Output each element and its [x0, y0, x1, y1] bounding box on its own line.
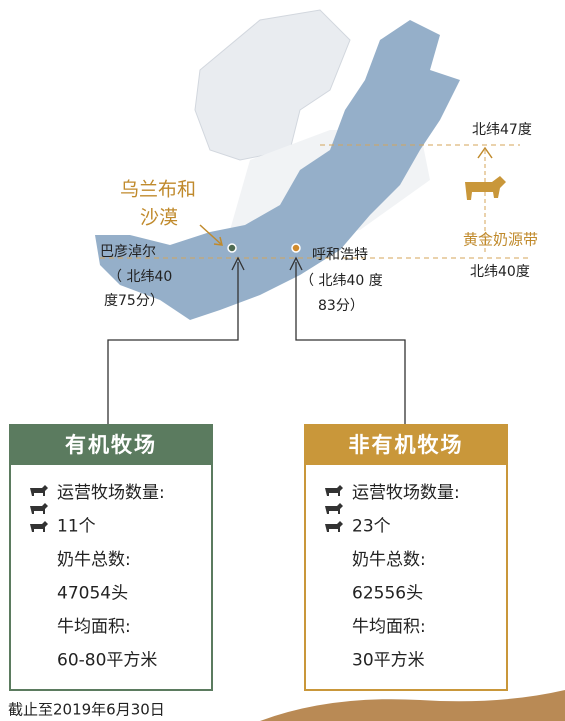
box-line: 运营牧场数量:	[352, 483, 460, 503]
box-line: 运营牧场数量:	[57, 483, 165, 503]
belt-label: 黄金奶源带	[463, 231, 538, 249]
box-line: 60-80平方米	[57, 651, 157, 671]
box-line: 奶牛总数:	[352, 550, 426, 570]
box-line: 11个	[57, 517, 96, 537]
latitude-label: 北纬40度	[470, 264, 530, 280]
latitude-label: 北纬47度	[472, 122, 532, 138]
desert-label: 乌兰布和	[120, 179, 196, 201]
arrow-head	[477, 146, 493, 159]
desert-arrow	[199, 224, 223, 246]
box-line: 62556头	[352, 584, 423, 604]
box-line: 23个	[352, 517, 391, 537]
box-line: 牛均面积:	[57, 617, 131, 637]
city-dot	[227, 243, 237, 253]
desert-label: 沙漠	[140, 207, 178, 229]
box-line: 47054头	[57, 584, 128, 604]
city-dot	[291, 243, 301, 253]
dune	[260, 690, 565, 721]
cow-icon	[30, 521, 48, 532]
box-frame	[9, 424, 213, 691]
arrow-head	[289, 256, 303, 271]
box-title: 有机牧场	[65, 433, 157, 457]
city-coord: （ 北纬40	[108, 269, 172, 285]
box-header	[305, 425, 507, 465]
cow-icon	[325, 503, 343, 514]
box-header	[10, 425, 212, 465]
cow-icon	[30, 503, 48, 514]
cow-icon	[465, 176, 506, 200]
arrow-head	[231, 256, 245, 271]
cow-icon	[30, 485, 48, 496]
box-line: 奶牛总数:	[57, 550, 131, 570]
box-line: 牛均面积:	[352, 617, 426, 637]
map-background	[194, 9, 351, 161]
box-title: 非有机牧场	[349, 433, 464, 457]
city-coord: （ 北纬40 度	[300, 273, 383, 289]
region-shape	[95, 20, 460, 320]
connector	[295, 262, 406, 425]
connector	[107, 262, 239, 425]
city-coord: 度75分）	[104, 293, 164, 309]
city-coord: 83分）	[318, 298, 364, 314]
city-name: 呼和浩特	[312, 247, 368, 263]
footnote: 截止至2019年6月30日	[8, 701, 165, 719]
cow-icon	[325, 521, 343, 532]
cow-icon	[325, 485, 343, 496]
box-line: 30平方米	[352, 651, 425, 671]
city-name: 巴彦淖尔	[100, 244, 156, 260]
